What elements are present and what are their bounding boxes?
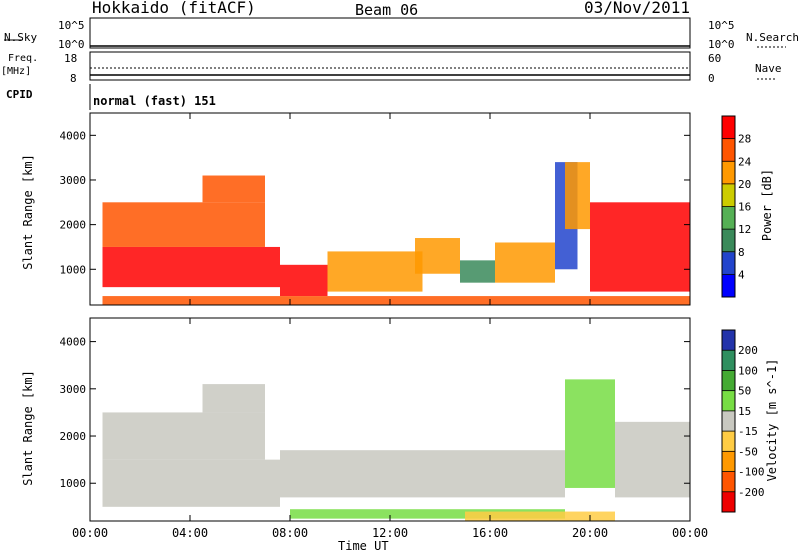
power-colorbar-label-5: 24: [738, 155, 752, 168]
power-colorbar-label-3: 16: [738, 201, 751, 214]
cpid-label: CPID: [6, 88, 33, 101]
nave-label: Nave: [755, 62, 782, 75]
power-echo-region-8: [495, 242, 555, 283]
velocity-echo-region-2: [202, 384, 265, 413]
velocity-colorbar-frame: [721, 329, 736, 513]
power-colorbar-swatch-1: [722, 251, 735, 275]
cpid-value: normal (fast) 151: [93, 94, 216, 108]
velocity-colorbar-label-7: -200: [738, 486, 765, 499]
power-echo-region-3: [280, 264, 328, 297]
colorbar-velocity-label: Velocity [m s^-1]: [765, 358, 779, 482]
velocity-ytick-label-3: 4000: [60, 336, 87, 349]
power-colorbar-swatch-7: [722, 116, 735, 140]
freq-tick-high: 18: [64, 52, 78, 65]
beam-title: Beam 06: [355, 1, 419, 19]
velocity-colorbar-swatch-4: [722, 410, 735, 432]
nsky-panel-frame: [89, 17, 691, 49]
power-colorbar-swatch-5: [722, 161, 735, 185]
velocity-ytick-label-1: 2000: [60, 430, 87, 443]
xtick-label-1: 04:00: [172, 526, 208, 540]
nsearch-label: N.Search: [746, 31, 799, 44]
velocity-colorbar-label-5: -50: [738, 445, 758, 458]
velocity-colorbar-label-2: 50: [738, 385, 751, 398]
xlabel-time: Time UT: [338, 539, 389, 553]
velocity-echo-region-1: [102, 412, 265, 460]
colorbar-power-label: Power [dB]: [760, 168, 774, 242]
date-title: 03/Nov/2011: [584, 0, 690, 17]
xtick-label-4: 16:00: [472, 526, 508, 540]
power-colorbar-swatch-0: [722, 274, 735, 298]
power-colorbar-swatch-2: [722, 229, 735, 253]
velocity-echo-region-7: [465, 511, 615, 521]
power-echo-region-0: [102, 246, 280, 288]
power-colorbar-label-2: 12: [738, 223, 751, 236]
nsearch-tick-low: 10^0: [708, 38, 735, 51]
velocity-echo-region-4: [290, 509, 565, 519]
velocity-echo-region-5: [565, 379, 615, 488]
power-colorbar-swatch-6: [722, 138, 735, 162]
nsearch-tick-high: 10^5: [708, 19, 735, 32]
power-colorbar-swatch-3: [722, 206, 735, 230]
ylabel-power: Slant Range [km]: [21, 154, 35, 270]
velocity-colorbar-swatch-1: [722, 350, 735, 371]
velocity-colorbar-label-0: 200: [738, 344, 758, 357]
velocity-colorbar-swatch-5: [722, 431, 735, 452]
freq-tick-low: 8: [70, 72, 77, 85]
power-echo-region-10: [565, 162, 590, 230]
nsky-label: N.Sky: [4, 31, 38, 44]
velocity-ytick-label-0: 1000: [60, 477, 87, 490]
freq-label: Freq.: [8, 53, 39, 64]
velocity-colorbar-label-4: -15: [738, 425, 758, 438]
velocity-echo-region-0: [102, 459, 280, 507]
power-ytick-label-1: 2000: [60, 219, 87, 232]
power-colorbar-label-4: 20: [738, 178, 751, 191]
velocity-colorbar-swatch-2: [722, 370, 735, 392]
velocity-colorbar-label-6: -100: [738, 466, 765, 479]
ylabel-velocity: Slant Range [km]: [21, 370, 35, 486]
power-colorbar-swatch-4: [722, 183, 735, 207]
nsky-tick-low: 10^0: [58, 38, 85, 51]
freq-unit: [MHz]: [1, 66, 32, 77]
xtick-label-3: 12:00: [372, 526, 408, 540]
power-ytick-label-2: 3000: [60, 174, 87, 187]
velocity-colorbar-swatch-3: [722, 390, 735, 412]
power-echo-region-2: [202, 175, 265, 203]
velocity-colorbar-label-3: 15: [738, 405, 751, 418]
freq-panel-frame: [89, 51, 691, 81]
xtick-label-5: 20:00: [572, 526, 608, 540]
power-echo-region-4: [327, 251, 378, 292]
velocity-colorbar-swatch-8: [722, 491, 735, 513]
nave-tick-low: 0: [708, 72, 715, 85]
xtick-label-6: 00:00: [672, 526, 708, 540]
power-echo-region-1: [102, 202, 265, 247]
power-ytick-label-0: 1000: [60, 263, 87, 276]
nsky-tick-high: 10^5: [58, 19, 85, 32]
velocity-colorbar-label-1: 100: [738, 364, 758, 377]
power-echo-region-12: [102, 296, 690, 305]
velocity-colorbar-swatch-0: [722, 330, 735, 351]
power-colorbar-label-0: 4: [738, 268, 745, 281]
velocity-echo-region-6: [615, 421, 690, 498]
velocity-ytick-label-2: 3000: [60, 383, 87, 396]
power-colorbar-label-1: 8: [738, 246, 745, 259]
nave-tick-high: 60: [708, 52, 722, 65]
power-echo-region-6: [415, 238, 460, 274]
xtick-label-0: 00:00: [72, 526, 108, 540]
xtick-label-2: 08:00: [272, 526, 308, 540]
velocity-echo-region-3: [280, 450, 565, 498]
velocity-colorbar-swatch-7: [722, 471, 735, 493]
power-echo-region-7: [460, 260, 495, 283]
power-colorbar-label-6: 28: [738, 133, 751, 146]
station-title: Hokkaido (fitACF): [92, 0, 256, 17]
power-echo-region-11: [590, 202, 690, 292]
power-ytick-label-3: 4000: [60, 129, 87, 142]
velocity-colorbar-swatch-6: [722, 451, 735, 473]
